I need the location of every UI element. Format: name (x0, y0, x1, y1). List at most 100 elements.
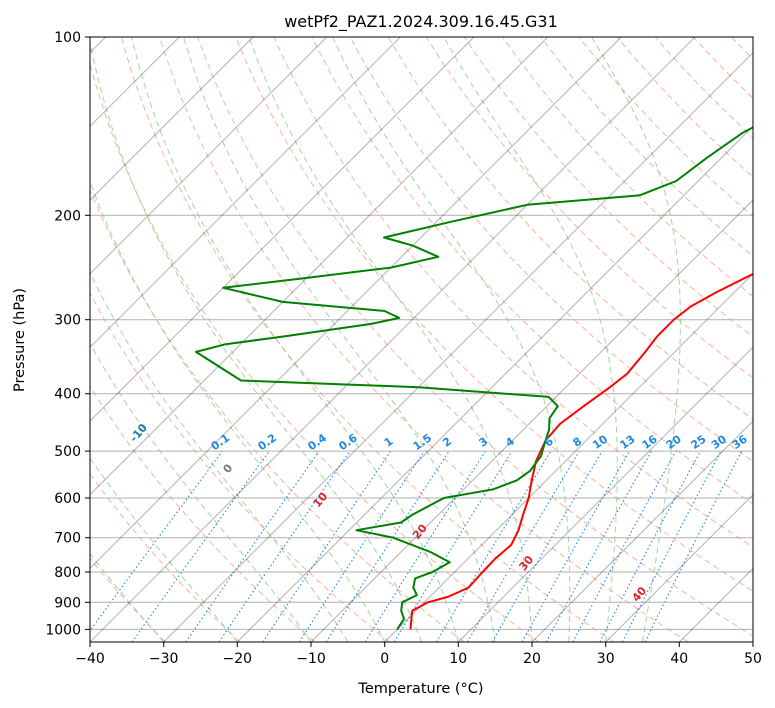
pressure-gridlines (90, 37, 753, 630)
dry-adiabat-line (197, 37, 753, 637)
y-tick-label: 500 (54, 444, 81, 460)
isotherm-line (531, 420, 753, 642)
isotherm-line (752, 641, 753, 642)
isotherm-line (90, 37, 328, 275)
isotherm-line (384, 272, 753, 642)
isotherm-line (90, 37, 622, 570)
mixing-ratio-label: 0.1 (209, 431, 232, 453)
dry-adiabat-line (540, 37, 753, 257)
moist-adiabat-line (90, 457, 238, 642)
temperature-profile (409, 272, 753, 630)
y-tick-label: 700 (54, 531, 81, 547)
dry-adiabat-line (616, 37, 753, 178)
plot-frame (89, 36, 754, 643)
theta-label: 0 (220, 461, 235, 475)
mixing-ratio-line (435, 450, 552, 642)
dry-adiabat-line (387, 37, 753, 420)
moist-adiabat-line (443, 37, 618, 642)
x-axis-title: Temperature (°C) (357, 681, 483, 697)
mixing-ratio-line (545, 450, 653, 642)
dry-adiabats (90, 37, 775, 642)
mixing-ratio-label: 10 (590, 432, 610, 452)
dry-adiabat-line (90, 188, 465, 642)
mixing-ratio-line (90, 450, 223, 632)
x-tick-label: −40 (75, 651, 105, 667)
moist-adiabats (90, 37, 681, 642)
mixing-ratio-label: 8 (571, 435, 585, 450)
dry-adiabat-line (425, 37, 753, 379)
moist-adiabat-line (90, 271, 349, 642)
x-tick-label: 40 (670, 651, 688, 667)
x-tick-label: −20 (223, 651, 253, 667)
isotherm-line (90, 37, 475, 422)
mixing-ratio-label: 3 (477, 435, 491, 450)
mixing-ratio-line (131, 450, 270, 642)
isotherms (90, 37, 753, 642)
mixing-ratio-line (185, 450, 320, 642)
isotherm-line (90, 37, 549, 496)
dry-adiabat-line (770, 37, 775, 642)
y-tick-label: 800 (54, 565, 81, 581)
x-axis-ticks: −40 −30 −20 −10 0 10 20 30 40 50 (75, 642, 762, 667)
mixing-ratio-label: 30 (709, 432, 729, 452)
isotherm-line (605, 493, 753, 642)
dry-adiabat-line (90, 473, 241, 642)
theta-label: -10 (127, 421, 150, 445)
dry-adiabat-line (90, 385, 316, 642)
x-tick-label: 20 (523, 651, 541, 667)
y-axis-ticks: 100 200 300 400 500 600 700 800 900 1000 (45, 30, 90, 638)
mixing-ratio-label: 1.5 (411, 431, 434, 453)
mixing-ratio-label: 1 (382, 435, 396, 450)
moist-adiabat-line (183, 37, 496, 642)
y-tick-label: 100 (54, 30, 81, 46)
plot-area: 0.10.20.40.611.52346810131620253036-100-… (90, 37, 775, 642)
mixing-ratio-label: 0.2 (256, 431, 279, 453)
x-tick-label: −30 (149, 651, 179, 667)
dry-adiabat-line (502, 37, 753, 297)
x-tick-label: 0 (380, 651, 389, 667)
y-tick-label: 200 (54, 208, 81, 224)
isotherm-line (310, 199, 753, 642)
moist-adiabat-line (131, 37, 459, 642)
x-tick-label: −10 (296, 651, 326, 667)
moist-adiabat-line (90, 39, 422, 642)
moist-adiabat-line (591, 37, 681, 642)
mixing-ratio-line (621, 450, 722, 642)
mixing-ratio-line (491, 450, 603, 642)
theta-label: 20 (410, 521, 430, 541)
mixing-ratio-label: 2 (440, 435, 454, 450)
isotherm-line (236, 125, 753, 642)
chart-title: wetPf2_PAZ1.2024.309.16.45.G31 (284, 12, 558, 32)
mixing-ratio-label: 0.4 (306, 431, 330, 453)
dry-adiabat-line (464, 37, 753, 338)
dewpoint-profile (195, 126, 753, 630)
dry-adiabat-line (235, 37, 753, 592)
moist-adiabat-line (332, 37, 571, 642)
dry-adiabat-line (273, 37, 753, 548)
isotherm-line (457, 346, 753, 642)
dry-adiabat-line (578, 37, 753, 218)
profiles (195, 126, 753, 630)
moist-adiabat-line (90, 342, 312, 642)
y-tick-label: 600 (54, 491, 81, 507)
dry-adiabat-line (159, 37, 689, 642)
mixing-ratio-line (364, 450, 486, 642)
y-tick-label: 300 (54, 313, 81, 329)
y-tick-label: 900 (54, 595, 81, 611)
isotherm-line (163, 51, 753, 642)
y-tick-label: 400 (54, 387, 81, 403)
mixing-ratio-lines (90, 450, 743, 642)
theta-label: 30 (516, 553, 536, 573)
mixing-ratio-label: 13 (617, 433, 637, 452)
dry-adiabat-line (90, 62, 540, 642)
isotherm-line (90, 37, 254, 201)
dry-adiabat-line (311, 37, 753, 505)
mixing-ratio-line (325, 450, 450, 642)
moist-adiabat-line (90, 552, 165, 642)
isotherm-line (678, 567, 753, 642)
y-axis-title: Pressure (hPa) (12, 288, 28, 392)
dry-adiabat-line (120, 37, 614, 642)
mixing-ratio-line (521, 450, 630, 642)
dry-adiabat-line (90, 292, 390, 642)
